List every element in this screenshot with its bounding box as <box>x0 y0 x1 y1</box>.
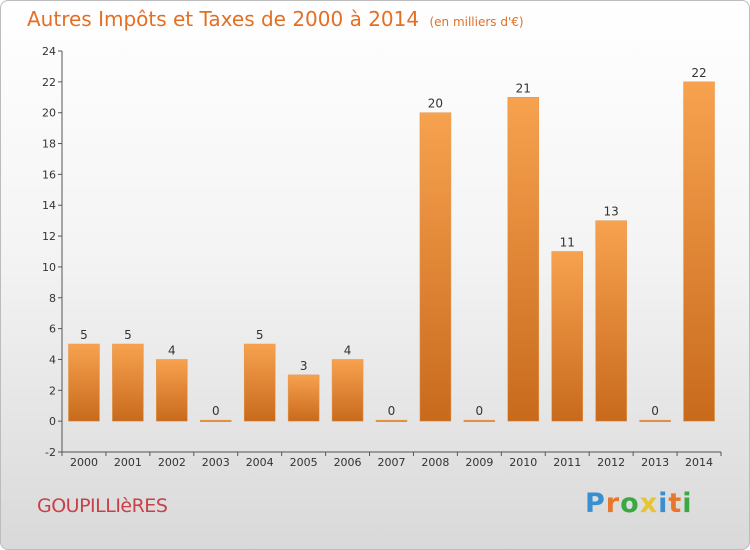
y-tick-label: 14 <box>42 199 56 212</box>
value-label-2006: 4 <box>344 343 352 357</box>
value-label-2013: 0 <box>651 404 659 418</box>
logo-letter: P <box>585 488 606 519</box>
logo-letter: i <box>658 488 669 519</box>
bar-2000 <box>68 343 100 422</box>
y-tick-label: 2 <box>49 384 56 397</box>
value-label-2003: 0 <box>212 404 220 418</box>
bar-2004 <box>243 343 276 422</box>
bar-2006 <box>331 359 364 422</box>
x-tick-label: 2013 <box>641 456 669 469</box>
x-tick-label: 2002 <box>158 456 186 469</box>
value-label-2007: 0 <box>388 404 396 418</box>
bar-2012 <box>595 220 627 422</box>
bars <box>68 81 715 422</box>
value-label-2010: 21 <box>516 81 531 95</box>
y-tick-label: 20 <box>42 107 56 120</box>
value-label-2005: 3 <box>300 359 308 373</box>
y-tick-label: 24 <box>42 45 56 58</box>
chart-title: Autres Impôts et Taxes de 2000 à 2014 (e… <box>27 7 524 31</box>
value-label-2000: 5 <box>80 328 88 342</box>
y-tick-label: 10 <box>42 261 56 274</box>
bar-2002 <box>156 359 188 422</box>
bar-2003 <box>200 419 232 422</box>
x-tick-label: 2006 <box>334 456 362 469</box>
x-tick-label: 2012 <box>597 456 625 469</box>
logo-letter: o <box>620 488 640 519</box>
value-label-2002: 4 <box>168 343 176 357</box>
logo-letter: t <box>668 488 683 519</box>
chart-title-text: Autres Impôts et Taxes de 2000 à 2014 <box>27 7 420 31</box>
x-tick-label: 2001 <box>114 456 142 469</box>
value-label-2011: 11 <box>560 236 575 250</box>
y-tick-label: -2 <box>45 446 56 459</box>
value-label-2001: 5 <box>124 328 132 342</box>
bar-2001 <box>112 343 144 422</box>
bar-2009 <box>463 419 496 422</box>
y-tick-label: 4 <box>49 353 56 366</box>
bar-2010 <box>507 97 540 422</box>
bar-2005 <box>287 374 320 422</box>
value-label-2009: 0 <box>476 404 484 418</box>
x-tick-label: 2004 <box>246 456 274 469</box>
x-tick-label: 2003 <box>202 456 230 469</box>
x-tick-label: 2007 <box>378 456 406 469</box>
x-tick-label: 2008 <box>421 456 449 469</box>
y-tick-label: 6 <box>49 323 56 336</box>
value-label-2012: 13 <box>604 205 619 219</box>
y-tick-label: 0 <box>49 415 56 428</box>
x-tick-label: 2010 <box>509 456 537 469</box>
proxiti-logo: Proxiti <box>585 488 693 519</box>
bar-2011 <box>551 251 583 422</box>
bar-2008 <box>419 112 452 422</box>
y-tick-label: 22 <box>42 76 56 89</box>
chart-subtitle: (en milliers d'€) <box>429 15 524 29</box>
x-tick-label: 2014 <box>685 456 713 469</box>
x-tick-label: 2011 <box>553 456 581 469</box>
y-tick-label: 12 <box>42 230 56 243</box>
y-tick-label: 18 <box>42 138 56 151</box>
x-tick-label: 2000 <box>70 456 98 469</box>
value-label-2014: 22 <box>691 66 706 80</box>
logo-letter: r <box>605 488 621 519</box>
y-tick-label: 16 <box>42 168 56 181</box>
bar-2014 <box>683 81 715 422</box>
value-label-2004: 5 <box>256 328 264 342</box>
logo-letter: x <box>639 488 659 519</box>
x-tick-label: 2005 <box>290 456 318 469</box>
x-tick-label: 2009 <box>465 456 493 469</box>
commune-name: GOUPILLIèRES <box>37 495 168 517</box>
bar-2007 <box>375 419 408 422</box>
y-tick-label: 8 <box>49 292 56 305</box>
value-label-2008: 20 <box>428 97 443 111</box>
bar-2013 <box>639 419 671 422</box>
logo-letter: i <box>682 488 693 519</box>
